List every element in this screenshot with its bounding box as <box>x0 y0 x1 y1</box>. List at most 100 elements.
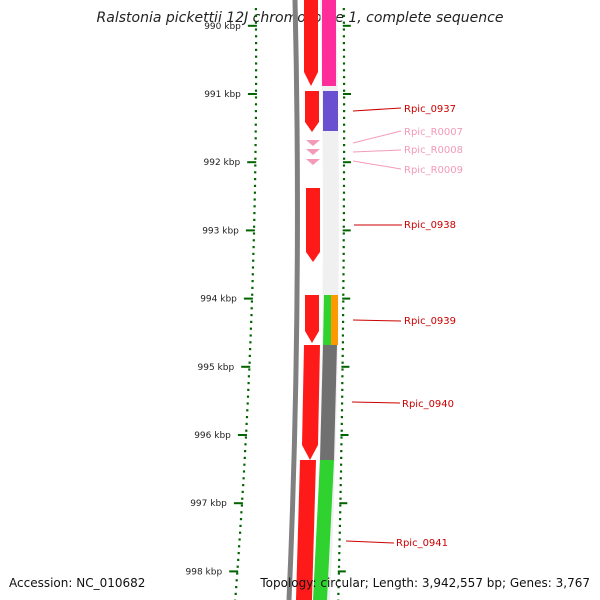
tick-dot <box>338 558 341 561</box>
tick-dot <box>251 280 254 283</box>
tick-dot <box>254 171 257 174</box>
tick-label: 992 kbp <box>204 158 241 168</box>
category-block[interactable] <box>323 91 338 131</box>
tick-label: 994 kbp <box>200 295 237 305</box>
tick-dot <box>250 300 253 303</box>
cds-arrow[interactable] <box>306 188 320 262</box>
tick-dot <box>340 416 343 419</box>
tick-dot <box>342 225 345 228</box>
cds-arrow[interactable] <box>305 91 319 132</box>
tick-dot <box>237 558 240 561</box>
tick-dot <box>254 123 257 126</box>
tick-dot <box>254 28 258 31</box>
tick-dot <box>343 103 346 106</box>
tick-dot <box>252 252 255 255</box>
tick-dot <box>341 382 344 385</box>
tick-dot <box>254 144 257 147</box>
tick-dot <box>341 334 344 337</box>
tick-dot <box>247 382 250 385</box>
gene-label[interactable]: Rpic_R0008 <box>404 145 463 156</box>
cds-track <box>296 0 320 600</box>
tick-dot <box>242 477 245 480</box>
tick-dot <box>342 21 345 24</box>
tick-label: 993 kbp <box>202 226 239 236</box>
category-block[interactable] <box>323 295 331 345</box>
tick-dot <box>340 429 343 432</box>
category-block[interactable] <box>331 295 338 345</box>
tick-dot <box>251 273 254 276</box>
gene-label[interactable]: Rpic_R0007 <box>404 127 463 138</box>
trna-arrow[interactable] <box>306 140 320 146</box>
tick-label: 997 kbp <box>190 499 227 509</box>
label-leader <box>345 540 395 544</box>
tick-dot <box>255 69 258 72</box>
tick-dot <box>341 402 344 405</box>
tick-dot <box>245 416 249 419</box>
tick-dot <box>342 314 345 317</box>
major-tick <box>341 365 350 368</box>
cds-arrow[interactable] <box>302 345 320 460</box>
tick-dot <box>253 212 256 215</box>
category-block[interactable] <box>313 460 334 600</box>
trna-arrow[interactable] <box>306 159 320 165</box>
tick-dot <box>342 42 345 45</box>
gene-label[interactable]: Rpic_0937 <box>404 104 456 115</box>
tick-dot <box>342 178 346 181</box>
tick-dot <box>339 470 343 473</box>
gene-label[interactable]: Rpic_R0009 <box>404 165 463 176</box>
tick-dot <box>343 137 346 140</box>
tick-dot <box>248 354 251 357</box>
tick-dot <box>235 586 238 589</box>
category-block[interactable] <box>320 345 337 460</box>
major-tick <box>342 297 351 300</box>
tick-dot <box>238 545 241 548</box>
trna-arrow[interactable] <box>306 149 320 155</box>
tick-dot <box>254 21 258 24</box>
tick-dot <box>342 8 345 11</box>
tick-dot <box>342 293 345 296</box>
tick-dot <box>342 280 345 283</box>
gene-label[interactable]: Rpic_0940 <box>402 399 454 410</box>
tick-dot <box>338 552 341 555</box>
tick-label: 995 kbp <box>198 363 235 373</box>
tick-dot <box>339 511 342 514</box>
tick-dot <box>342 35 345 38</box>
cds-arrow[interactable] <box>305 295 319 343</box>
tick-dot <box>338 538 341 541</box>
tick-dot <box>248 368 251 371</box>
tick-dot <box>341 348 344 351</box>
tick-dot <box>342 286 345 289</box>
major-tick <box>241 365 251 368</box>
tick-dot <box>343 110 346 113</box>
tick-dot <box>249 334 252 337</box>
cds-arrow[interactable] <box>304 0 318 86</box>
tick-dot <box>252 232 256 235</box>
tick-dot <box>253 198 256 201</box>
tick-dot <box>246 395 250 398</box>
label-leader <box>352 149 402 153</box>
tick-dot <box>249 327 252 330</box>
tick-dot <box>341 361 344 364</box>
label-leader <box>351 401 401 404</box>
tick-dot <box>342 62 346 65</box>
tick-dot <box>342 239 345 242</box>
tick-dot <box>250 307 253 310</box>
major-tick <box>247 93 257 95</box>
tick-dot <box>244 450 247 453</box>
category-block[interactable] <box>322 0 336 86</box>
tick-dot <box>342 246 345 249</box>
tick-dot <box>341 395 344 398</box>
cds-arrow[interactable] <box>296 460 316 600</box>
tick-dot <box>343 130 346 133</box>
tick-dot <box>340 456 343 459</box>
gene-label[interactable]: Rpic_0939 <box>404 316 456 327</box>
major-tick <box>245 229 255 232</box>
major-tick <box>343 93 351 95</box>
tick-dot <box>254 130 257 133</box>
tick-dot <box>254 96 258 99</box>
tick-dot <box>246 409 249 412</box>
gene-label[interactable]: Rpic_0938 <box>404 220 456 231</box>
tick-dot <box>339 497 342 500</box>
gene-label[interactable]: Rpic_0941 <box>396 538 448 549</box>
